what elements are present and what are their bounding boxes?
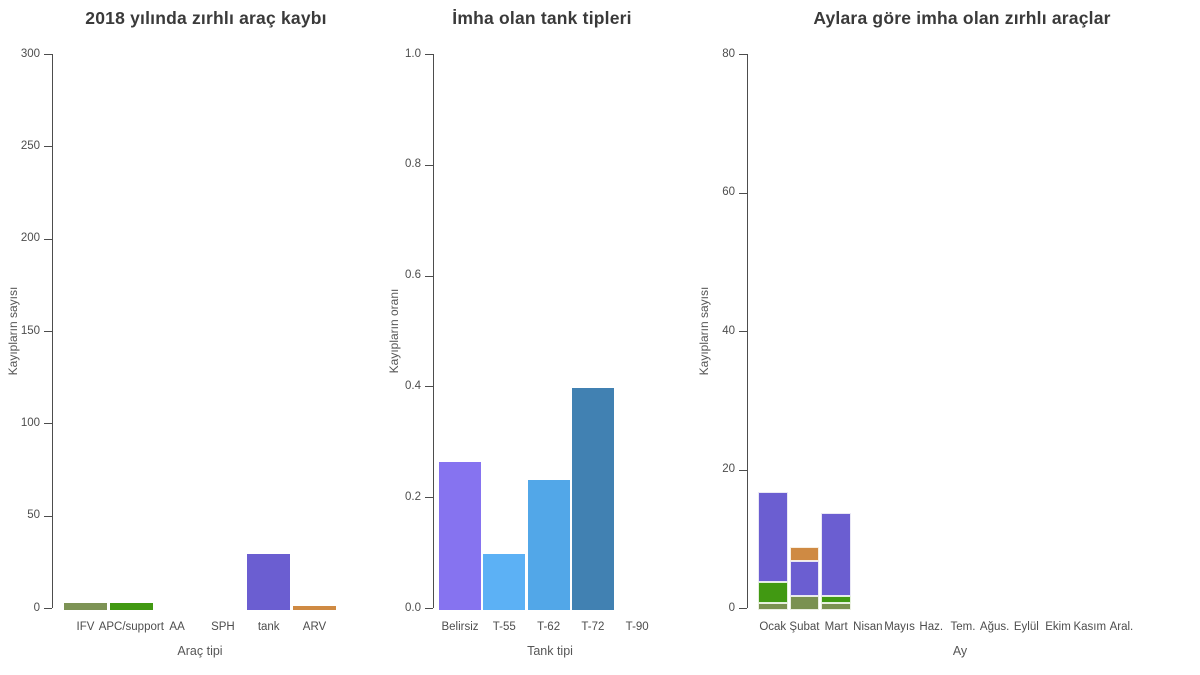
x-tick-label-belirsiz: Belirsiz xyxy=(441,621,479,633)
y-tick-label: 40 xyxy=(722,324,735,337)
y-tick-label: 150 xyxy=(20,324,40,337)
x-tick-label-t-72: T-72 xyxy=(581,621,605,633)
x-tick-label-tem: Tem. xyxy=(950,621,976,633)
y-tick-mark xyxy=(44,331,52,332)
x-tick-label-eylül: Eylül xyxy=(1013,621,1039,633)
chart-title: Aylara göre imha olan zırhlı araçlar xyxy=(813,8,1111,28)
bar-segment-tank-ocak xyxy=(758,491,788,583)
y-tick-label: 0.0 xyxy=(405,601,421,614)
chart-title: İmha olan tank tipleri xyxy=(452,8,632,28)
x-tick-label-ekim: Ekim xyxy=(1045,621,1071,633)
y-tick-mark xyxy=(44,608,52,609)
x-tick-label-şubat: Şubat xyxy=(789,621,820,633)
bar-segment-arv-şubat xyxy=(789,547,820,562)
x-tick-label-t-55: T-55 xyxy=(492,621,516,633)
bar-t-62 xyxy=(527,480,570,610)
x-axis-title: Tank tipi xyxy=(527,644,573,658)
x-axis-title: Ay xyxy=(952,644,968,658)
x-tick-label-t-62: T-62 xyxy=(537,621,561,633)
y-tick-mark xyxy=(425,386,433,388)
bar-tank xyxy=(247,554,291,610)
plot-area: 0.0 0.2 0.4 0.6 0.8 1.0 Belirsiz T-55 T-62 T-72 T-… xyxy=(380,0,700,675)
y-tick-label: 0.2 xyxy=(405,490,421,503)
y-tick-label: 60 xyxy=(722,186,735,198)
x-tick-label-ocak: Ocak xyxy=(759,621,787,633)
chart-vehicle-losses-by-type: 2018 yılında zırhlı araç kaybı Kayıpları… xyxy=(0,0,400,675)
y-tick-mark xyxy=(425,275,433,277)
y-tick-label: 1.0 xyxy=(405,47,421,60)
y-tick-label: 100 xyxy=(20,416,40,429)
y-tick-label: 0.6 xyxy=(405,269,421,282)
y-axis-line xyxy=(747,54,748,608)
x-tick-label-nisan: Nisan xyxy=(853,621,883,633)
x-tick-label-apc-support: APC/support xyxy=(98,621,164,633)
bar-segment-apc-support-mart xyxy=(821,596,851,604)
x-tick-label-sph: SPH xyxy=(211,621,235,633)
plot-area: 0 20 40 60 80 Ocak Şubat Mart Nisan Mayıs Haz. Tem.… xyxy=(695,0,1200,675)
chart-losses-by-month: Aylara göre imha olan zırhlı araçlar Kay… xyxy=(695,0,1200,675)
y-tick-mark xyxy=(739,192,747,194)
y-tick-label: 250 xyxy=(20,139,40,152)
y-tick-mark xyxy=(44,423,52,425)
y-tick-label: 0 xyxy=(33,601,40,614)
bar-t-72 xyxy=(571,387,614,610)
x-tick-label-ağus: Ağus. xyxy=(979,621,1010,633)
x-tick-label-kasım: Kasım xyxy=(1073,621,1107,633)
y-tick-label: 0.4 xyxy=(405,379,421,392)
bar-t-55 xyxy=(483,554,526,610)
y-tick-mark xyxy=(44,54,52,55)
bar-segment-tank-şubat xyxy=(789,561,820,597)
y-tick-mark xyxy=(739,54,747,55)
y-tick-label: 200 xyxy=(20,232,40,245)
y-tick-label: 50 xyxy=(27,509,40,522)
x-tick-label-aa: AA xyxy=(169,621,185,633)
bar-apc-support xyxy=(109,602,153,610)
y-tick-mark xyxy=(425,54,433,55)
x-tick-label-mayıs: Mayıs xyxy=(884,621,915,633)
bar-ifv xyxy=(64,602,107,610)
y-axis-line xyxy=(52,54,53,608)
bar-segment-apc-support-ocak xyxy=(758,582,788,604)
y-tick-label: 0 xyxy=(728,601,735,614)
y-tick-label: 80 xyxy=(722,47,735,60)
y-tick-label: 0.8 xyxy=(405,158,421,171)
x-tick-label-mart: Mart xyxy=(824,621,848,633)
y-tick-mark xyxy=(739,331,747,332)
plot-area: 0 50 100 150 200 250 300 IFV APC/support AA SPH tan… xyxy=(0,0,400,675)
y-tick-mark xyxy=(425,164,433,166)
y-tick-mark xyxy=(739,469,747,471)
y-tick-mark xyxy=(44,146,52,148)
y-tick-mark xyxy=(425,497,433,499)
chart-destroyed-tank-types: İmha olan tank tipleri Kayıpların oranı … xyxy=(380,0,700,675)
y-tick-mark xyxy=(44,238,52,240)
chart-title: 2018 yılında zırhlı araç kaybı xyxy=(85,8,327,28)
bar-belirsiz xyxy=(439,461,481,610)
x-axis-title: Araç tipi xyxy=(177,644,223,658)
bar-segment-ifv-mart xyxy=(821,603,851,610)
y-tick-mark xyxy=(44,515,52,517)
bar-arv xyxy=(293,606,336,610)
y-tick-mark xyxy=(425,608,433,609)
bar-segment-tank-mart xyxy=(821,512,851,597)
x-tick-label-arv: ARV xyxy=(302,621,327,633)
y-tick-mark xyxy=(739,608,747,609)
bar-segment-ifv-ocak xyxy=(758,603,788,610)
x-tick-label-haz: Haz. xyxy=(919,621,944,633)
bar-segment-ifv-şubat xyxy=(789,596,820,610)
x-tick-label-tank: tank xyxy=(257,621,280,633)
x-tick-label-t-90: T-90 xyxy=(625,621,649,633)
y-tick-label: 20 xyxy=(722,463,735,475)
y-tick-label: 300 xyxy=(20,47,40,60)
x-tick-label-ifv: IFV xyxy=(76,621,95,633)
y-axis-line xyxy=(433,54,434,608)
x-tick-label-aral: Aral. xyxy=(1109,621,1134,633)
